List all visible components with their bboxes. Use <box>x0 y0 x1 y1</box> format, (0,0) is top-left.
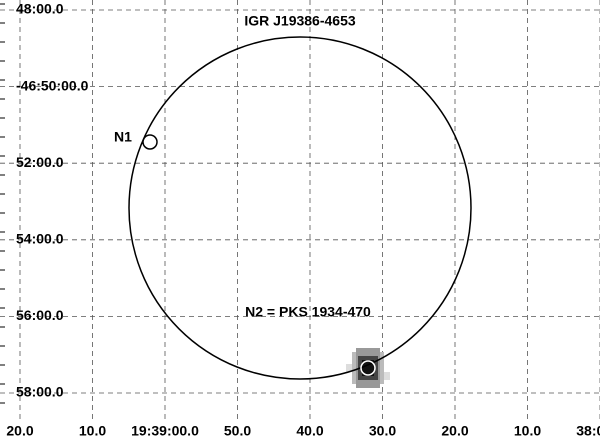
blob-halo <box>384 372 390 380</box>
ra-label: 10.0 <box>79 423 106 439</box>
error-circle <box>128 36 472 380</box>
ra-label: 10.0 <box>514 423 541 439</box>
blob-halo <box>346 364 352 372</box>
n2-circle <box>360 360 376 376</box>
dec-label: 56:00.0 <box>16 307 64 323</box>
axis-labels: 48:00.0 -46:50:00.0 52:00.0 54:00.0 56:00.0 5… <box>6 1 600 439</box>
ra-label: 50.0 <box>224 423 251 439</box>
n2-label: N2 = PKS 1934-470 <box>245 304 371 320</box>
ra-label: 20.0 <box>6 423 33 439</box>
ra-label: 30.0 <box>369 423 396 439</box>
source-blob <box>346 348 390 388</box>
ra-label: 40.0 <box>296 423 323 439</box>
ra-label: 20.0 <box>441 423 468 439</box>
dec-label: 48:00.0 <box>16 1 64 17</box>
dec-label: -46:50:00.0 <box>16 77 89 93</box>
dec-label: 58:00.0 <box>16 384 64 400</box>
grid <box>0 0 600 422</box>
ra-label: 19:39:00.0 <box>131 423 199 439</box>
n1-label: N1 <box>114 129 132 145</box>
dec-label: 52:00.0 <box>16 154 64 170</box>
ra-label: 38:00.0 <box>576 423 600 439</box>
n1-circle <box>142 134 158 150</box>
source-label: IGR J19386-4653 <box>244 13 356 29</box>
dec-label: 54:00.0 <box>16 231 64 247</box>
